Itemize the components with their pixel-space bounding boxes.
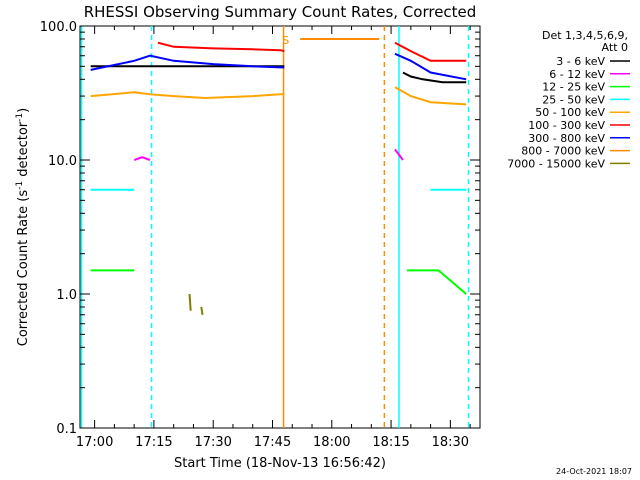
y-ticks: 0.1 1.0 10.0 100.0: [40, 20, 480, 437]
legend-label: 3 - 6 keV: [556, 55, 605, 68]
plot-frame: [79, 25, 481, 429]
legend-title-line2: Att 0: [602, 41, 628, 54]
y-axis-label-mid: detector: [16, 121, 31, 181]
event-markers: S: [80, 26, 470, 428]
legend-label: 100 - 300 keV: [528, 119, 605, 132]
series-line: [406, 269, 467, 295]
legend-label: 6 - 12 keV: [549, 68, 605, 81]
x-tick-label: 18:00: [313, 435, 350, 450]
annotation-label: S: [282, 34, 289, 47]
legend-label: 800 - 7000 keV: [521, 145, 605, 158]
legend-label: 25 - 50 keV: [542, 93, 605, 106]
series-line: [157, 41, 285, 53]
x-tick-label: 17:45: [254, 435, 291, 450]
series-line: [90, 54, 285, 71]
x-tick-label: 18:30: [432, 435, 469, 450]
y-tick-label: 10.0: [48, 154, 77, 169]
series-line: [394, 86, 467, 106]
x-ticks: 17:00 17:15 17:30 17:45 18:00 18:15 18:30: [76, 26, 471, 450]
y-axis-label-main: Corrected Count Rate (s: [16, 190, 31, 347]
series-line: [394, 148, 404, 161]
legend-label: 300 - 800 keV: [528, 132, 605, 145]
x-tick-label: 17:00: [76, 435, 113, 450]
legend-label: 7000 - 15000 keV: [507, 157, 605, 170]
chart-title: RHESSI Observing Summary Count Rates, Co…: [84, 3, 477, 21]
series-line: [200, 306, 204, 315]
series-line: [394, 41, 467, 62]
series-line: [133, 156, 151, 161]
x-tick-label: 17:15: [135, 435, 172, 450]
footer-date: 24-Oct-2021 18:07: [556, 467, 632, 476]
y-axis-label-end: ): [16, 108, 31, 113]
plot-area: S 17:00 17:15 17:30 17:45 18:00 18:15 18:30 0.…: [40, 20, 481, 450]
y-tick-label: 100.0: [40, 20, 77, 35]
y-axis-label-sup1: -1: [15, 181, 25, 190]
series-line: [188, 293, 192, 311]
x-tick-label: 18:15: [372, 435, 409, 450]
legend-label: 12 - 25 keV: [542, 81, 605, 94]
series-layer: [90, 38, 467, 315]
y-axis-label-sup2: -1: [15, 113, 25, 122]
legend-title-line1: Det 1,3,4,5,6,9,: [542, 29, 628, 42]
x-tick-label: 17:30: [194, 435, 231, 450]
series-line: [90, 91, 285, 100]
y-tick-label: 1.0: [56, 288, 77, 303]
series-line: [402, 71, 467, 84]
y-axis-label: Corrected Count Rate (s-1 detector-1): [15, 108, 31, 346]
x-axis-label: Start Time (18-Nov-13 16:56:42): [174, 456, 386, 471]
y-tick-label: 0.1: [56, 422, 77, 437]
legend-label: 50 - 100 keV: [535, 106, 605, 119]
series-line: [394, 52, 467, 81]
